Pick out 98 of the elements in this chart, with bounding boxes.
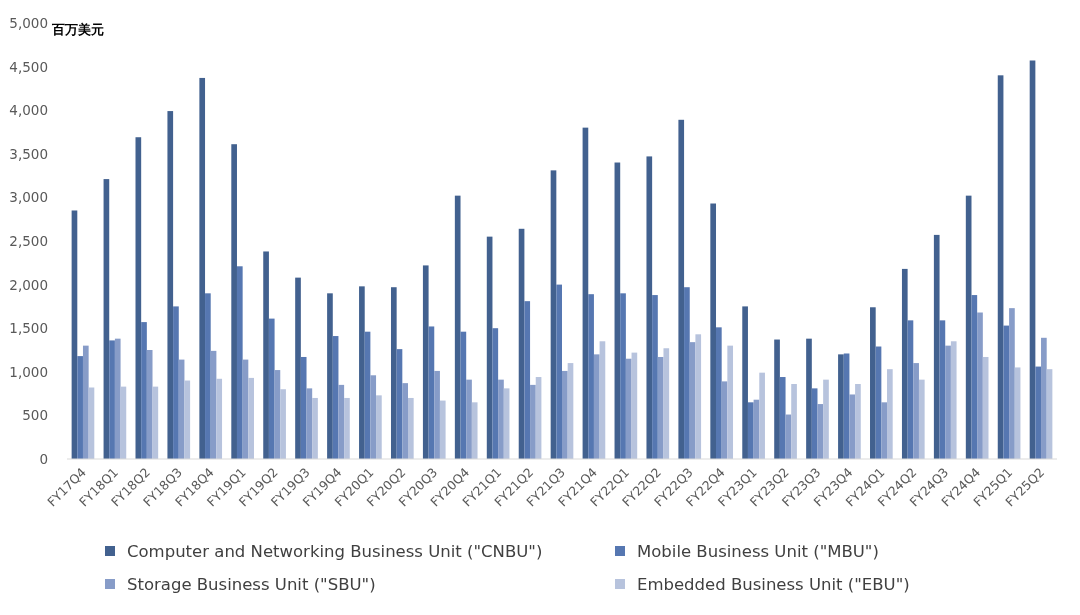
bar xyxy=(492,328,499,459)
bar xyxy=(742,306,748,459)
bar xyxy=(774,339,780,459)
bar xyxy=(530,384,536,459)
bar xyxy=(173,306,179,459)
bar xyxy=(663,348,670,459)
bar xyxy=(205,293,211,459)
bar xyxy=(556,284,562,459)
bar xyxy=(806,338,812,459)
bar xyxy=(918,379,925,459)
bar xyxy=(82,345,89,459)
bar xyxy=(236,266,243,459)
bar xyxy=(646,156,653,459)
bar xyxy=(280,389,286,459)
y-tick-label: 500 xyxy=(22,407,48,424)
bar xyxy=(146,350,153,459)
bar xyxy=(402,383,408,459)
bar xyxy=(652,295,658,459)
bar xyxy=(327,293,333,459)
bar xyxy=(77,356,83,459)
bar xyxy=(216,378,223,459)
bar xyxy=(759,372,765,459)
bar xyxy=(199,77,206,459)
bar xyxy=(695,334,702,459)
bar xyxy=(376,395,382,459)
y-tick-label: 4,500 xyxy=(9,58,48,75)
bar xyxy=(359,286,365,459)
bar xyxy=(625,358,632,459)
bar xyxy=(849,394,856,459)
bar xyxy=(562,370,568,459)
bar xyxy=(593,354,600,459)
bar xyxy=(727,345,734,459)
bar xyxy=(678,119,685,459)
bar xyxy=(887,369,893,459)
bar xyxy=(913,363,919,459)
bar xyxy=(791,384,797,459)
bar xyxy=(684,287,690,459)
bar xyxy=(870,307,876,459)
y-tick-label: 0 xyxy=(39,451,48,467)
bar xyxy=(498,379,504,459)
bar xyxy=(454,195,461,459)
bar xyxy=(231,144,237,459)
y-tick-label: 2,500 xyxy=(9,233,48,249)
bar xyxy=(977,312,983,459)
y-tick-label: 3,500 xyxy=(9,145,48,162)
bar xyxy=(141,322,147,459)
bar xyxy=(1003,325,1010,459)
bar xyxy=(466,379,472,459)
bar xyxy=(407,397,414,459)
bar xyxy=(933,234,940,459)
bar xyxy=(471,402,478,459)
bar xyxy=(300,356,307,459)
bar xyxy=(817,404,824,459)
bar xyxy=(901,268,908,459)
bar xyxy=(1041,337,1047,459)
bar xyxy=(370,375,377,459)
bar xyxy=(1009,308,1015,459)
y-axis-title: 百万美元 xyxy=(51,22,104,37)
bar xyxy=(167,111,174,459)
legend-label: Storage Business Unit ("SBU") xyxy=(127,575,376,594)
y-tick-label: 1,000 xyxy=(9,363,48,380)
y-tick-label: 5,000 xyxy=(9,15,48,31)
bar xyxy=(823,379,829,459)
bar xyxy=(338,384,345,459)
legend-label: Mobile Business Unit ("MBU") xyxy=(637,542,879,561)
bar xyxy=(881,402,888,459)
y-tick-label: 2,000 xyxy=(9,276,48,293)
bar xyxy=(344,397,350,459)
bar xyxy=(620,293,626,459)
bar xyxy=(524,301,531,459)
y-tick-label: 1,500 xyxy=(9,320,48,337)
bar xyxy=(971,295,978,459)
bar xyxy=(434,370,440,459)
bar xyxy=(838,354,844,459)
bar xyxy=(588,294,594,459)
bar xyxy=(114,338,121,459)
bar xyxy=(422,265,429,459)
bar xyxy=(945,345,951,459)
bar xyxy=(1035,366,1042,459)
bar xyxy=(184,380,191,459)
bar xyxy=(268,318,275,459)
bar xyxy=(710,203,717,459)
bar xyxy=(295,277,301,459)
bar xyxy=(312,397,318,459)
bar xyxy=(390,287,397,459)
bar xyxy=(109,340,115,459)
legend-label: Computer and Networking Business Unit ("CNBU") xyxy=(127,542,543,561)
bar xyxy=(716,327,722,459)
y-tick-label: 4,000 xyxy=(9,102,48,119)
legend-label: Embedded Business Unit ("EBU") xyxy=(637,575,910,594)
bar xyxy=(263,251,269,459)
bar xyxy=(439,400,446,459)
bar xyxy=(779,377,786,459)
bar xyxy=(747,402,754,459)
bar xyxy=(248,377,254,459)
bar xyxy=(855,384,861,459)
y-tick-label: 3,000 xyxy=(9,189,48,206)
bar xyxy=(950,341,957,459)
